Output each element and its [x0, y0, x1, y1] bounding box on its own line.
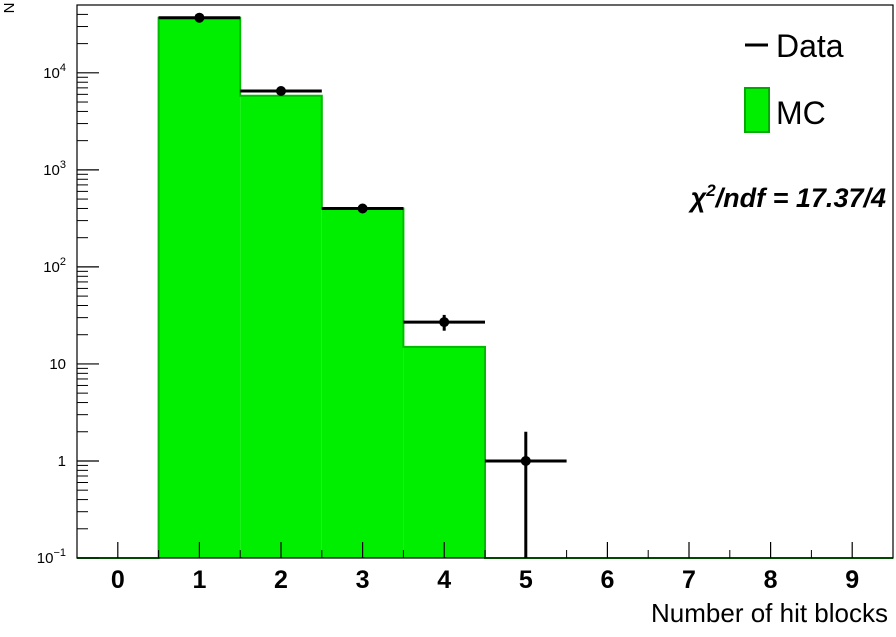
mc-histogram — [77, 16, 893, 559]
y-tick-label-base: 10 — [49, 356, 66, 373]
mc-bar-3 — [321, 208, 404, 559]
y-tick-label: 10−1 — [37, 547, 66, 567]
x-tick-label-5: 5 — [519, 566, 533, 594]
x-tick-label-6: 6 — [600, 566, 614, 594]
y-tick-label-base: 10 — [43, 162, 60, 179]
x-axis: 0 1 2 3 4 5 6 7 8 9 — [76, 542, 894, 594]
y-tick-label-exponent: −1 — [53, 547, 66, 559]
x-tick-label-2: 2 — [274, 566, 288, 594]
chi2-superscript: 2 — [705, 181, 716, 200]
y-tick-label-base: 10 — [43, 259, 60, 276]
x-tick-label-8: 8 — [764, 566, 778, 594]
y-tick-label-exponent: 2 — [60, 256, 66, 268]
data-point-5 — [485, 431, 567, 558]
x-tick-label-3: 3 — [356, 566, 370, 594]
data-point-3 — [321, 203, 404, 214]
y-tick-label: 103 — [43, 159, 66, 179]
data-marker — [357, 203, 368, 214]
x-tick-label-1: 1 — [192, 566, 206, 594]
x-tick-label-4: 4 — [437, 566, 451, 594]
legend-mc-swatch — [744, 87, 770, 133]
data-marker — [520, 455, 531, 466]
y-tick-label-exponent: 4 — [60, 62, 66, 74]
y-tick-label: 10 — [49, 356, 66, 373]
y-tick-label-base: 10 — [37, 550, 54, 567]
chi2-value: /ndf = 17.37/4 — [715, 183, 886, 213]
data-point-2 — [240, 85, 322, 96]
chi2-annotation: χ2/ndf = 17.37/4 — [688, 181, 886, 213]
data-marker — [276, 85, 286, 96]
x-tick-label-0: 0 — [111, 566, 125, 594]
x-axis-label: Number of hit blocks — [651, 598, 888, 628]
data-point-1 — [158, 12, 241, 23]
y-tick-label: 1 — [58, 453, 66, 470]
mc-bar-4 — [403, 346, 485, 558]
x-tick-label-7: 7 — [682, 566, 696, 594]
y-tick-label-base: 10 — [43, 65, 60, 82]
data-marker — [439, 317, 450, 328]
y-tick-label-base: 1 — [58, 453, 66, 470]
mc-bar-2 — [240, 95, 322, 558]
y-tick-label-exponent: 3 — [60, 159, 66, 171]
y-axis-label: N — [1, 3, 18, 14]
y-tick-label: 102 — [43, 256, 66, 276]
x-tick-label-9: 9 — [845, 566, 859, 594]
mc-bar-1 — [158, 17, 241, 559]
y-tick-label: 104 — [43, 62, 66, 82]
legend-data-label: Data — [776, 28, 844, 64]
data-point-4 — [403, 314, 485, 331]
legend: Data MC — [744, 28, 844, 133]
data-series — [158, 12, 567, 558]
chi2-symbol: χ — [688, 183, 708, 213]
legend-mc-label: MC — [776, 95, 826, 131]
data-marker — [194, 12, 205, 23]
